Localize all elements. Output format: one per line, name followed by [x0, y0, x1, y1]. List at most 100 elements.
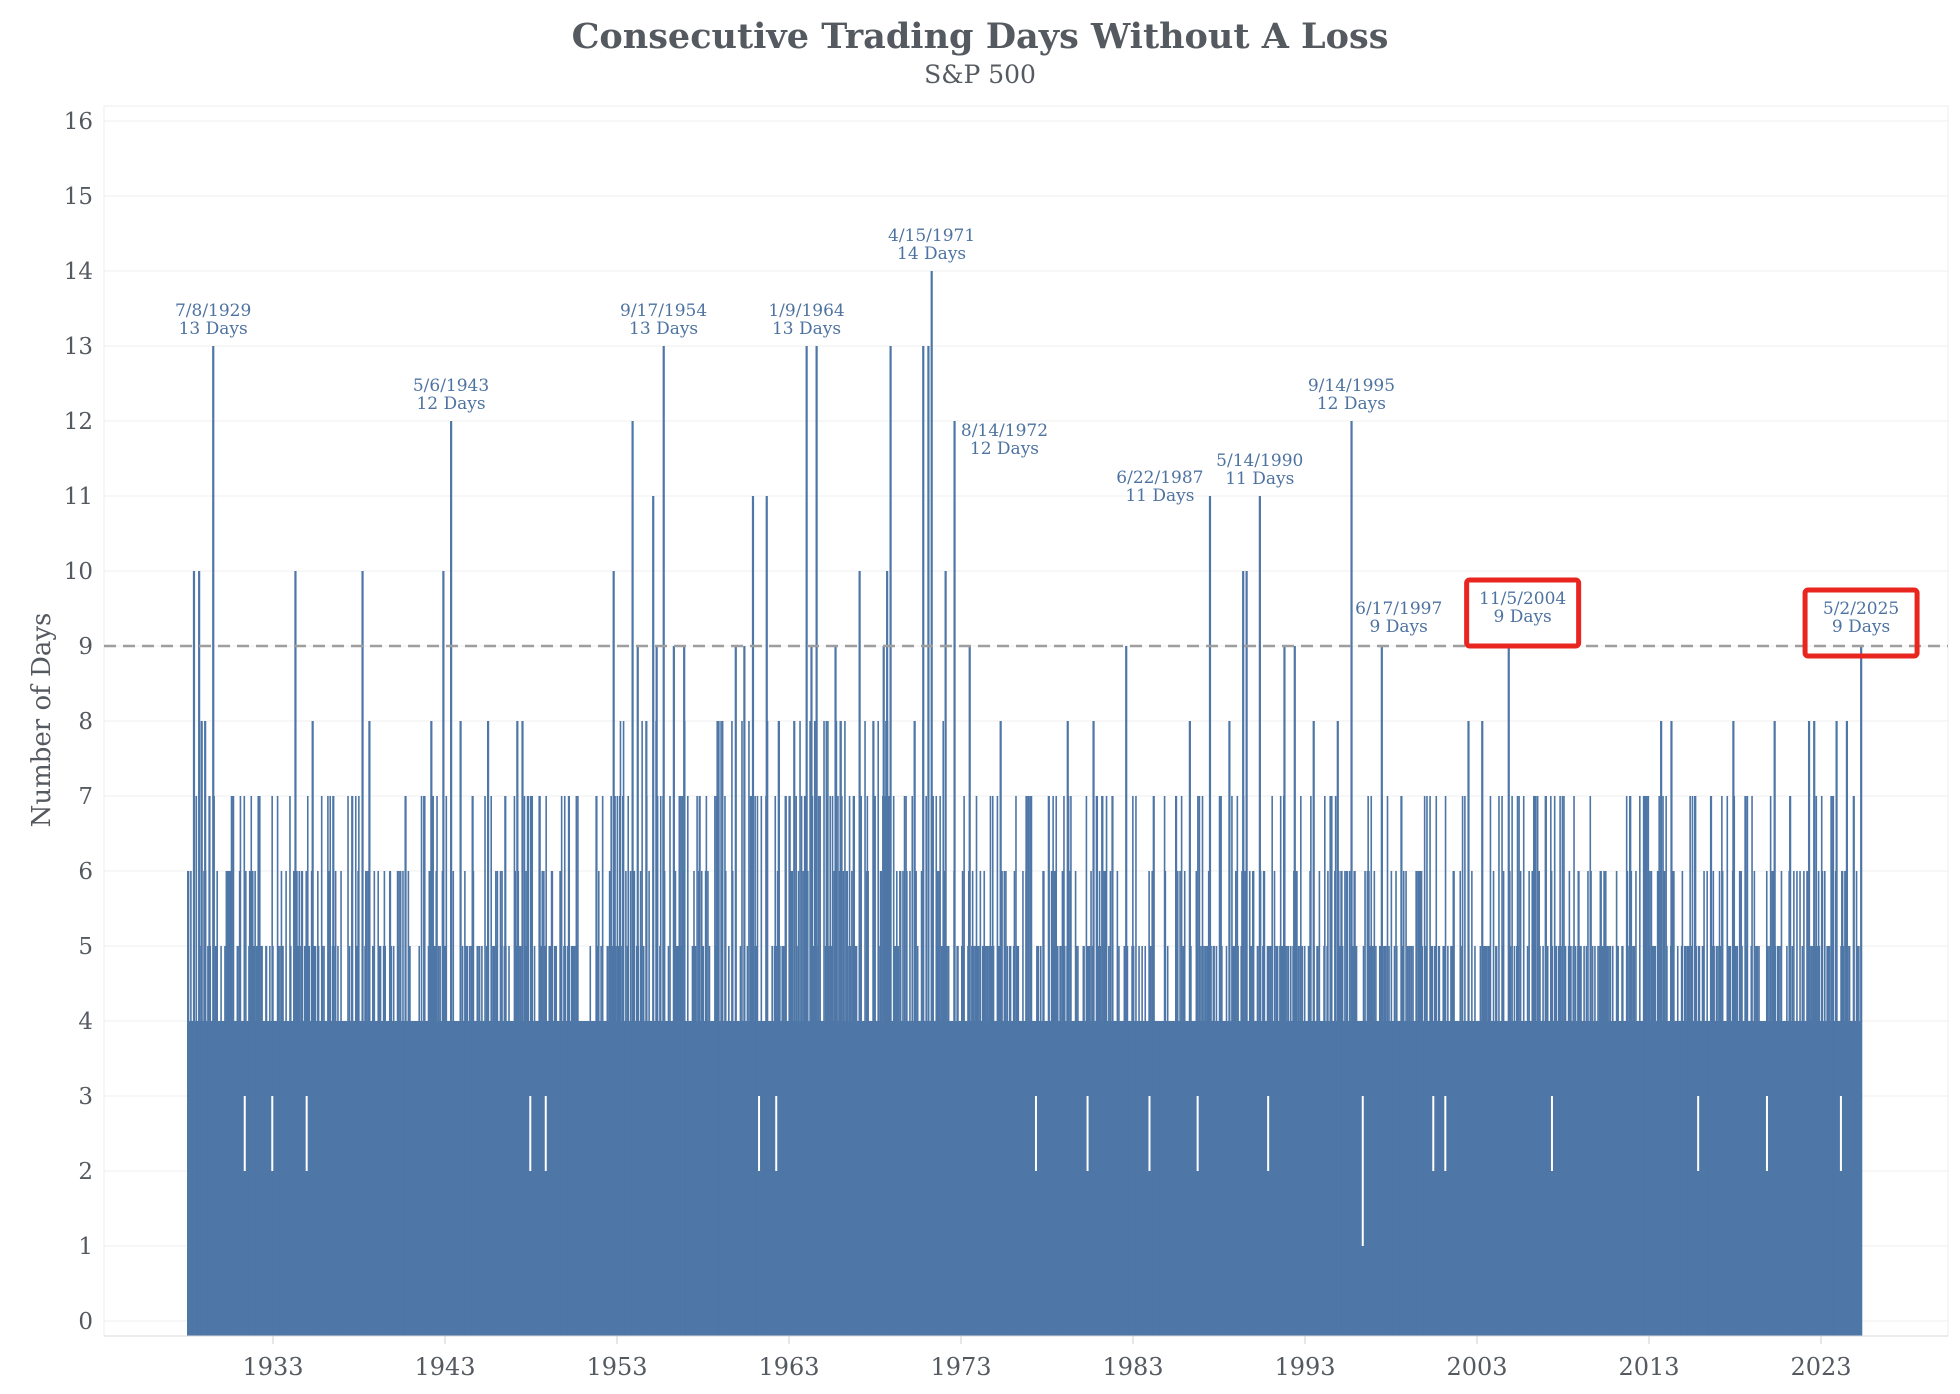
bar [538, 796, 541, 1336]
bar-gap [1196, 1096, 1199, 1171]
annotation-days: 12 Days [416, 394, 485, 414]
bar [1228, 721, 1231, 1336]
bar-gap [1086, 1096, 1089, 1171]
bar [251, 871, 254, 1336]
bar [1773, 721, 1776, 1336]
x-tick-label: 2023 [1790, 1353, 1851, 1381]
y-tick-label: 14 [64, 259, 93, 285]
bar [1125, 646, 1128, 1336]
annotation-date: 4/15/1971 [888, 226, 975, 246]
bar [1603, 871, 1606, 1336]
bar [504, 796, 507, 1336]
annotation-date: 1/9/1964 [768, 301, 844, 321]
bar [672, 646, 675, 1336]
bar [889, 346, 892, 1336]
bar [404, 796, 407, 1336]
bar-gap [1361, 1096, 1364, 1246]
bar [717, 721, 720, 1336]
bar-gap [758, 1096, 761, 1171]
bar [872, 721, 875, 1336]
bar [913, 721, 916, 1336]
bar [516, 721, 519, 1336]
bar [930, 271, 933, 1336]
bar [388, 871, 392, 1336]
annotation-date: 5/6/1943 [413, 376, 489, 396]
bar [1732, 721, 1735, 1336]
annotation-date: 5/14/1990 [1216, 451, 1303, 471]
bar [1245, 571, 1248, 1336]
bar [1813, 721, 1816, 1336]
bar [225, 871, 228, 1336]
bar [1047, 796, 1050, 1336]
y-tick-label: 4 [78, 1009, 93, 1035]
x-tick-label: 2003 [1446, 1353, 1507, 1381]
bar [734, 646, 737, 1336]
bar [810, 646, 813, 1336]
bar [294, 571, 297, 1336]
x-tick-label: 1993 [1274, 1353, 1335, 1381]
x-tick-label: 1933 [242, 1353, 303, 1381]
bar-gap [1034, 1096, 1037, 1171]
bar [361, 571, 364, 1336]
bar [198, 571, 201, 1336]
bar [459, 721, 462, 1336]
x-tick-label: 1983 [1102, 1353, 1163, 1381]
annotation-days: 12 Days [1317, 394, 1386, 414]
bar [487, 721, 490, 1336]
chart-title: Consecutive Trading Days Without A Loss [571, 16, 1389, 57]
bar [636, 646, 639, 1336]
bar-gap [305, 1096, 308, 1171]
annotation-date: 6/17/1997 [1355, 599, 1442, 619]
y-tick-label: 7 [78, 784, 93, 810]
bar [1830, 796, 1833, 1336]
annotation-date: 8/14/1972 [961, 421, 1048, 441]
bar [1807, 721, 1811, 1336]
x-tick-label: 1943 [414, 1353, 475, 1381]
bar [1152, 796, 1155, 1336]
bar [1744, 796, 1747, 1336]
bar [858, 571, 861, 1336]
y-axis-label: Number of Days [27, 613, 57, 828]
bar [777, 721, 780, 1336]
bar [953, 421, 956, 1336]
annotation-date: 5/2/2025 [1823, 599, 1899, 619]
bar [1025, 796, 1028, 1336]
bar-gap [1444, 1096, 1447, 1171]
bar [683, 646, 686, 1336]
bar-gap [243, 1096, 246, 1171]
y-tick-label: 16 [64, 109, 93, 135]
y-tick-label: 2 [78, 1159, 93, 1185]
x-tick-label: 1973 [930, 1353, 991, 1381]
bar [230, 796, 233, 1336]
bar [882, 646, 885, 1336]
bar [1336, 721, 1339, 1336]
annotation-days: 9 Days [1370, 617, 1428, 637]
bar [631, 421, 634, 1336]
bar [1066, 721, 1069, 1336]
bar [999, 721, 1002, 1336]
bar [815, 346, 818, 1336]
annotation-days: 9 Days [1493, 607, 1551, 627]
bar [311, 721, 314, 1336]
bar [743, 646, 746, 1336]
y-tick-label: 3 [78, 1084, 93, 1110]
bar-gap [775, 1096, 778, 1171]
bar-gap [271, 1096, 274, 1171]
annotation-days: 12 Days [970, 439, 1039, 459]
bar [652, 496, 655, 1336]
y-tick-label: 6 [78, 859, 93, 885]
bar [1188, 721, 1191, 1336]
bar [751, 496, 755, 1336]
bar [200, 721, 203, 1336]
bar [368, 721, 371, 1336]
highlight-box [1802, 587, 1920, 659]
bar [1175, 796, 1178, 1336]
bars [187, 271, 1863, 1336]
bar [1258, 496, 1261, 1336]
y-tick-label: 5 [78, 934, 93, 960]
bar [1852, 796, 1855, 1336]
bar-gap [1839, 1096, 1842, 1171]
y-tick-label: 8 [78, 709, 93, 735]
bar [1242, 571, 1245, 1336]
